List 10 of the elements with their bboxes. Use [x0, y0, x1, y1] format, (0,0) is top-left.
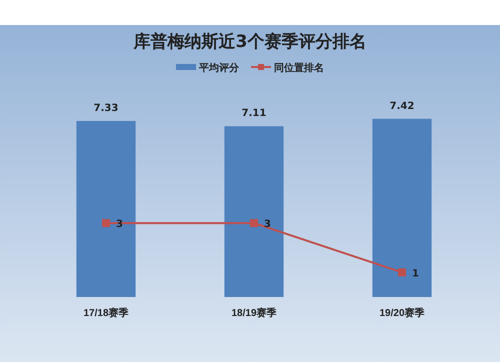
- chart-title: 库普梅纳斯近3个赛季评分排名: [132, 31, 366, 52]
- data-label: 7.11: [242, 108, 266, 120]
- legend-label: 同位置排名: [274, 62, 324, 74]
- x-tick-label: 18/19赛季: [231, 307, 278, 320]
- data-label: 7.33: [94, 102, 118, 114]
- data-label: 7.42: [390, 100, 414, 112]
- x-tick-label: 19/20赛季: [379, 307, 426, 320]
- legend-label: 平均评分: [198, 62, 240, 74]
- x-tick-label: 17/18赛季: [83, 307, 130, 320]
- data-label: 1: [412, 268, 419, 280]
